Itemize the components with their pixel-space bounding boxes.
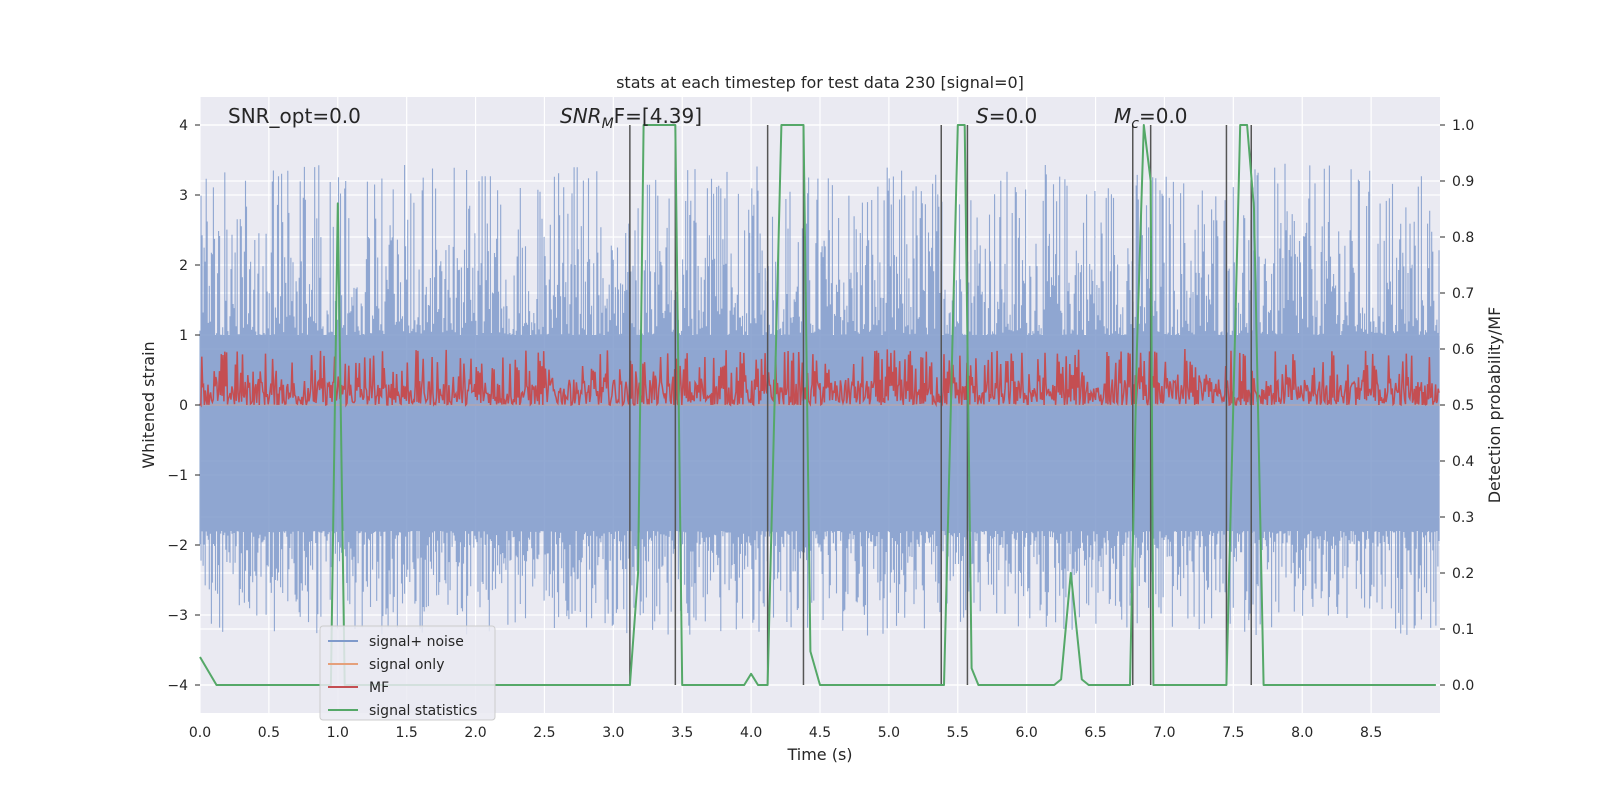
- mf-line: [199, 348, 1440, 408]
- annotation-mc: Mc=0.0: [1114, 104, 1188, 132]
- mf-series: [199, 348, 1440, 408]
- legend-label-signal-statistics: signal statistics: [369, 703, 477, 719]
- x-axis-label: Time (s): [786, 745, 852, 764]
- y2-tick-label: 0.3: [1452, 510, 1474, 526]
- x-tick-label: 2.0: [464, 725, 486, 741]
- x-axis-ticks: 0.0 0.5 1.0 1.5 2.0 2.5 3.0 3.5 4.0 4.5 5.0 5.5 6.0 6…: [189, 725, 1382, 741]
- y-tick-label: 2: [179, 258, 188, 274]
- detection-boundaries: [629, 125, 1252, 685]
- legend-box: [319, 625, 496, 721]
- mc-base: M: [1114, 104, 1131, 128]
- x-tick-label: 8.0: [1291, 725, 1313, 741]
- x-tick-label: 2.5: [533, 725, 555, 741]
- legend-label-signal-only: signal only: [369, 657, 444, 673]
- x-tick-label: 6.0: [1016, 725, 1038, 741]
- x-tick-label: 8.5: [1360, 725, 1382, 741]
- y2-tick-label: 0.6: [1452, 342, 1474, 358]
- y2-tick-label: 0.1: [1452, 622, 1474, 638]
- x-tick-label: 0.5: [258, 725, 280, 741]
- s-rest: =0.0: [989, 104, 1038, 128]
- y-tick-label: 0: [179, 398, 188, 414]
- snr-mf-base: SNR: [560, 104, 602, 128]
- y-axis-ticks: 4 3 2 1 0 −1 −2 −3 −4: [167, 118, 200, 694]
- y-tick-label: −2: [167, 538, 188, 554]
- y2-axis-label: Detection probability/MF: [1485, 307, 1504, 504]
- y2-tick-label: 0.4: [1452, 454, 1474, 470]
- mc-sub: c: [1131, 116, 1139, 132]
- y2-tick-label: 0.8: [1452, 230, 1474, 246]
- x-tick-label: 3.0: [602, 725, 624, 741]
- legend: signal+ noise signal only MF signal stat…: [319, 625, 496, 721]
- y-tick-label: 4: [179, 118, 188, 134]
- x-tick-label: 4.0: [740, 725, 762, 741]
- x-tick-label: 4.5: [809, 725, 831, 741]
- y2-tick-label: 0.5: [1452, 398, 1474, 414]
- y-tick-label: −3: [167, 608, 188, 624]
- annotation-s: S=0.0: [976, 104, 1037, 128]
- y-tick-label: 1: [179, 328, 188, 344]
- x-tick-label: 7.0: [1153, 725, 1175, 741]
- signal-statistics-series: [199, 124, 1436, 686]
- y2-tick-label: 0.0: [1452, 678, 1474, 694]
- snr-mf-sub: M: [602, 116, 614, 132]
- y2-tick-label: 0.7: [1452, 286, 1474, 302]
- annotation-snr-mf: SNRMF=[4.39]: [560, 104, 702, 132]
- x-tick-label: 6.5: [1084, 725, 1106, 741]
- y-tick-label: 3: [179, 188, 188, 204]
- y-tick-label: −4: [167, 678, 188, 694]
- s-base: S: [976, 104, 989, 128]
- y2-axis-ticks: 1.0 0.9 0.8 0.7 0.6 0.5 0.4 0.3 0.2 0.1 0.0: [1440, 118, 1474, 694]
- snr-mf-rest: F=[4.39]: [614, 104, 702, 128]
- y2-tick-label: 0.2: [1452, 566, 1474, 582]
- x-tick-label: 5.0: [878, 725, 900, 741]
- signal-statistics-line: [199, 124, 1436, 686]
- legend-label-signal-noise: signal+ noise: [369, 634, 464, 650]
- chart-title: stats at each timestep for test data 230…: [616, 73, 1024, 92]
- x-tick-label: 5.5: [947, 725, 969, 741]
- y-axis-label: Whitened strain: [139, 341, 158, 468]
- y2-tick-label: 0.9: [1452, 174, 1474, 190]
- x-tick-label: 1.5: [396, 725, 418, 741]
- x-tick-label: 7.5: [1222, 725, 1244, 741]
- y2-tick-label: 1.0: [1452, 118, 1474, 134]
- x-tick-label: 1.0: [327, 725, 349, 741]
- y-tick-label: −1: [167, 468, 188, 484]
- x-tick-label: 0.0: [189, 725, 211, 741]
- legend-label-mf: MF: [369, 680, 389, 696]
- x-tick-label: 3.5: [671, 725, 693, 741]
- annotation-snr-opt: SNR_opt=0.0: [228, 104, 361, 128]
- mc-rest: =0.0: [1139, 104, 1188, 128]
